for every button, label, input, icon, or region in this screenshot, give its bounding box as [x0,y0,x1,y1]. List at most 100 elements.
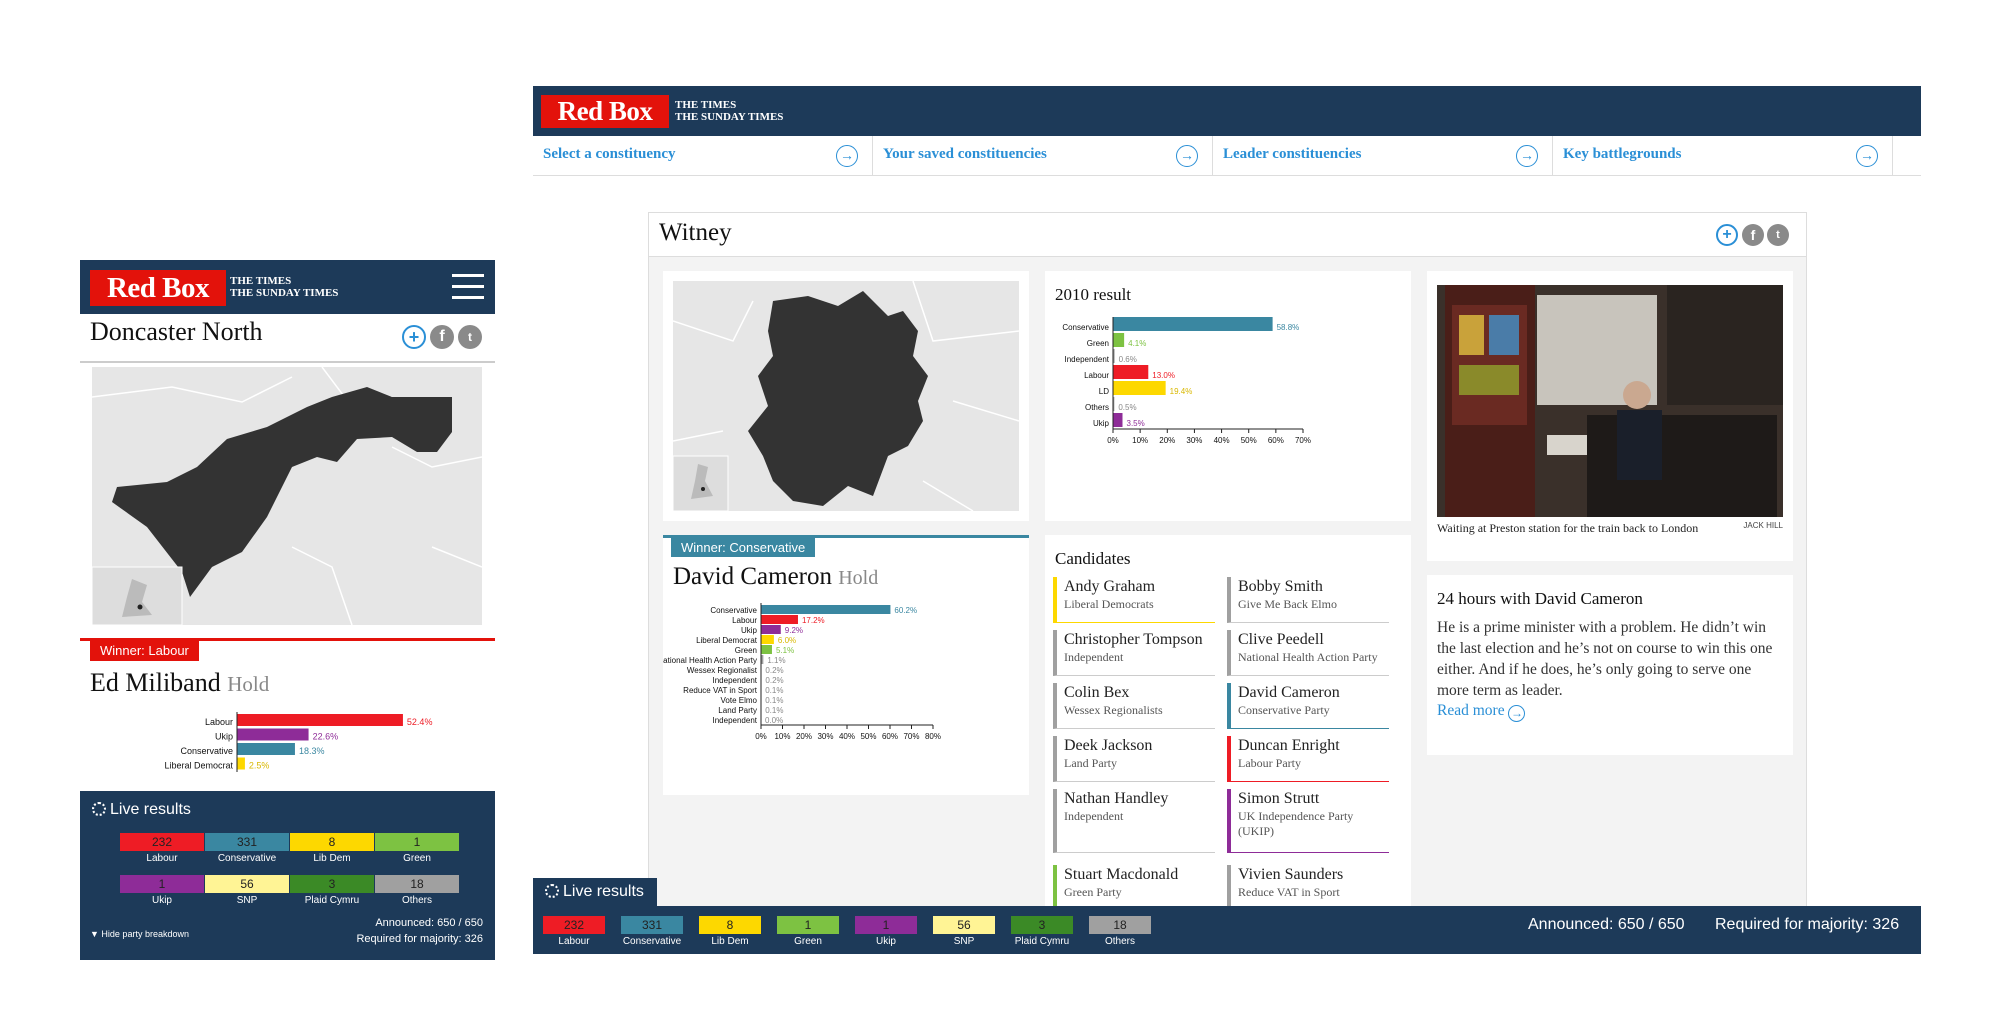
bar [237,728,309,741]
winner-rule [80,638,495,641]
desktop-view: Red Box THE TIMES THE SUNDAY TIMES Select… [533,86,1921,954]
article-title[interactable]: 24 hours with David Cameron [1437,589,1643,608]
party-seat-count: 3 [1011,916,1073,934]
constituency-title: Doncaster North [90,317,263,346]
nav-item-label: Leader constituencies [1223,146,1362,162]
photo-caption: Waiting at Preston station for the train… [1437,521,1699,535]
party-name: Lib Dem [313,853,351,864]
value-label: 0.1% [765,696,783,705]
bar [761,605,891,614]
category-label: Conservative [180,746,233,756]
article-photo[interactable] [1437,285,1783,517]
party-seat-item[interactable]: 331 Conservative [205,833,289,864]
value-label: 60.2% [894,606,917,615]
doncaster-result-chart: Labour 52.4% Ukip 22.6% Conservative 18.3% Lib… [164,712,433,772]
category-label: Green [1087,339,1109,348]
candidate-card[interactable]: Simon Strutt UK Independence Party (UKIP) [1227,789,1389,853]
category-label: Conservative [710,606,757,615]
constituency-map[interactable] [673,281,1019,511]
constituency-map[interactable] [92,367,482,625]
nav-item-1[interactable]: Your saved constituencies → [873,136,1213,176]
plus-icon[interactable]: + [1716,224,1738,246]
facebook-icon[interactable]: f [1742,224,1764,246]
party-seat-item[interactable]: 1 Ukip [855,916,917,947]
category-label: Independent [713,716,758,725]
candidate-card[interactable]: Stuart Macdonald Green Party [1053,865,1215,911]
party-seat-count: 331 [621,916,683,934]
x-tick-label: 10% [774,732,790,741]
nav-item-0[interactable]: Select a constituency → [533,136,873,176]
value-label: 6.0% [778,636,796,645]
witney-shape [748,291,928,506]
majority-required: Required for majority: 326 [356,933,483,945]
red-box-logo[interactable]: Red Box [90,270,226,306]
read-more-link[interactable]: Read more → [1437,702,1526,722]
nav-item-3[interactable]: Key battlegrounds → [1553,136,1893,176]
party-seat-item[interactable]: 56 SNP [205,875,289,906]
candidate-party: Independent [1064,650,1124,664]
category-label: Vote Elmo [721,696,758,705]
red-box-logo[interactable]: Red Box [541,95,669,128]
category-label: Ukip [1093,419,1110,428]
party-name: Labour [146,853,178,864]
value-label: 52.4% [407,717,433,727]
value-label: 0.6% [1119,355,1137,364]
party-seat-item[interactable]: 8 Lib Dem [290,833,374,864]
candidate-card[interactable]: Vivien Saunders Reduce VAT in Sport [1227,865,1389,911]
twitter-icon[interactable]: t [458,325,482,349]
x-tick-label: 50% [860,732,876,741]
bar [761,615,798,624]
bar [237,757,245,770]
party-seat-item[interactable]: 3 Plaid Cymru [290,875,374,906]
candidate-card[interactable]: Clive Peedell National Health Action Part… [1227,630,1389,676]
party-seat-item[interactable]: 3 Plaid Cymru [1011,916,1073,947]
constituency-title: Witney [659,219,732,246]
nav-item-label: Key battlegrounds [1563,146,1682,162]
arrow-right-circle-icon: → [1176,145,1198,167]
party-seat-item[interactable]: 1 Green [777,916,839,947]
result-2010-chart: Conservative 58.8% Green 4.1% Independent 0.6… [1062,317,1311,445]
desktop-live-results: 232 Labour 331 Conservative 8 Lib Dem 1 Green 1 U… [533,906,1921,954]
live-results-tab[interactable]: Live results [533,878,657,906]
plus-icon[interactable]: + [402,325,426,349]
candidate-name: Deek Jackson [1064,737,1153,754]
party-name: Conservative [622,936,682,947]
candidate-card[interactable]: Bobby Smith Give Me Back Elmo [1227,577,1389,623]
facebook-icon[interactable]: f [430,325,454,349]
candidate-party: Wessex Regionalists [1064,703,1163,717]
candidate-card[interactable]: Deek Jackson Land Party [1053,736,1215,782]
party-seat-item[interactable]: 232 Labour [543,916,605,947]
candidate-name: Clive Peedell [1238,631,1324,648]
hamburger-menu-icon[interactable] [452,274,484,300]
bar [1113,397,1115,411]
loading-spinner-icon [545,884,559,898]
party-seat-item[interactable]: 56 SNP [933,916,995,947]
party-seat-item[interactable]: 18 Others [1089,916,1151,947]
winner-rule [663,535,1029,538]
witney-result-chart: Conservative 60.2% Labour 17.2% Ukip 9.2% Libe… [663,603,941,741]
twitter-icon[interactable]: t [1767,224,1789,246]
nav-item-2[interactable]: Leader constituencies → [1213,136,1553,176]
party-seat-item[interactable]: 1 Green [375,833,459,864]
party-seat-item[interactable]: 1 Ukip [120,875,204,906]
party-seat-item[interactable]: 18 Others [375,875,459,906]
category-label: Green [735,646,757,655]
x-tick-label: 50% [1241,436,1257,445]
candidate-card[interactable]: Christopher Tompson Independent [1053,630,1215,676]
candidate-card[interactable]: Duncan Enright Labour Party [1227,736,1389,782]
candidate-card[interactable]: Andy Graham Liberal Democrats [1053,577,1215,623]
party-seat-item[interactable]: 232 Labour [120,833,204,864]
x-tick-label: 80% [925,732,941,741]
x-tick-label: 10% [1132,436,1148,445]
candidate-card[interactable]: Colin Bex Wessex Regionalists [1053,683,1215,729]
hide-party-breakdown-link[interactable]: ▼ Hide party breakdown [90,929,189,939]
candidate-name: Andy Graham [1064,578,1156,595]
bar [761,655,764,664]
candidate-card[interactable]: David Cameron Conservative Party [1227,683,1389,729]
party-seat-item[interactable]: 8 Lib Dem [699,916,761,947]
candidate-card[interactable]: Nathan Handley Independent [1053,789,1215,853]
party-name: Others [1104,936,1135,947]
category-label: Liberal Democrat [696,636,758,645]
announced-count: Announced: 650 / 650 [375,917,483,929]
party-seat-item[interactable]: 331 Conservative [621,916,683,947]
